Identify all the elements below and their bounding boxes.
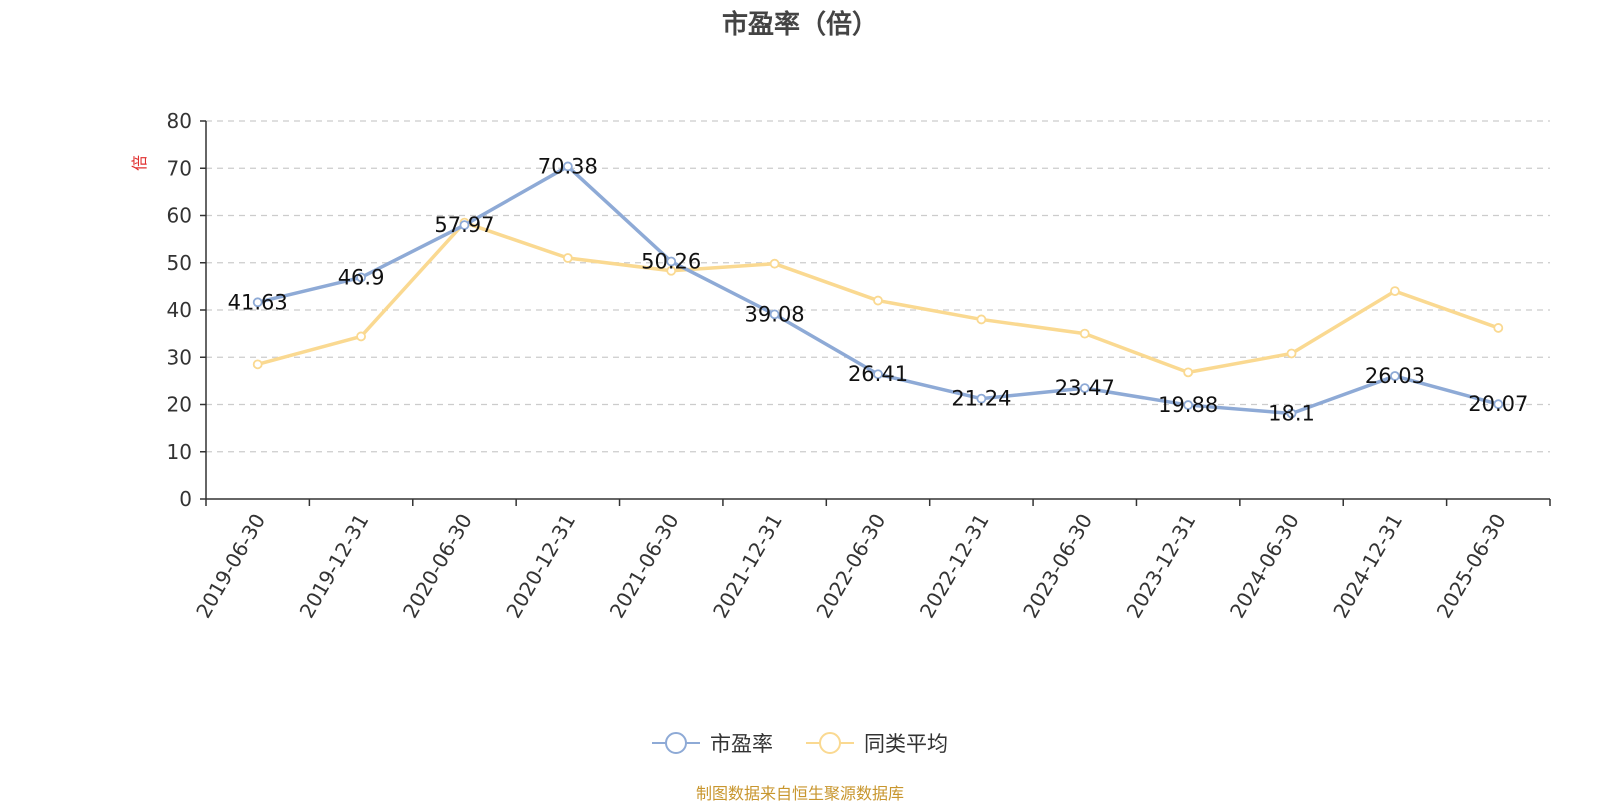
series-point-0 [1390,371,1400,381]
x-tick-label: 2020-12-31 [501,510,580,623]
y-tick-label: 10 [167,440,192,464]
data-label: 20.07 [1468,392,1528,416]
series-point-0 [1183,400,1194,410]
series-point-1 [252,359,263,370]
data-label: 26.03 [1365,364,1425,388]
legend-swatch-marker [665,732,687,754]
series-point-1 [976,314,987,325]
y-tick-label: 60 [167,204,192,228]
x-tick-label: 2025-06-30 [1432,510,1511,623]
x-tick-label: 2024-06-30 [1225,510,1304,623]
chart-title: 市盈率（倍） [721,10,878,40]
data-label: 57.97 [434,213,494,237]
x-tick-label: 2020-06-30 [398,510,477,623]
series-point-0 [1493,399,1504,410]
x-tick-label: 2022-06-30 [811,510,890,623]
series-point-1 [1286,348,1297,359]
series-point-1 [1390,286,1400,297]
series-point-1 [769,258,780,269]
x-tick-label: 2021-06-30 [605,510,684,623]
data-label: 21.24 [951,387,1011,411]
data-label: 19.88 [1158,393,1218,417]
series-point-0 [356,272,366,283]
y-axis-unit: 倍 [130,155,149,171]
y-tick-label: 30 [167,345,192,369]
legend-label: 同类平均 [864,732,948,756]
legend-swatch-marker [819,732,841,754]
x-tick-label: 2021-12-31 [708,510,787,623]
series-point-0 [666,256,677,267]
series-point-1 [1493,323,1504,333]
x-tick-label: 2019-12-31 [295,510,374,623]
series-point-0 [976,393,987,404]
y-tick-label: 40 [167,298,192,322]
series-point-0 [1079,383,1090,394]
data-label: 39.08 [745,302,805,326]
series-point-0 [459,220,470,230]
data-label: 46.9 [338,265,385,289]
source-note: 制图数据来自恒生聚源数据库 [695,784,904,803]
series-point-1 [356,331,366,342]
data-label: 41.63 [228,290,288,314]
legend-label: 市盈率 [710,732,773,756]
series-point-0 [1286,408,1297,419]
series-point-0 [562,161,573,172]
series-point-1 [562,253,573,263]
series-point-0 [769,309,780,320]
series-point-1 [666,265,677,276]
data-label: 18.1 [1268,401,1315,425]
y-tick-label: 50 [167,251,192,275]
x-tick-label: 2019-06-30 [191,510,270,623]
y-tick-label: 20 [167,393,192,417]
x-tick-label: 2023-12-31 [1122,510,1201,623]
x-tick-label: 2024-12-31 [1328,510,1407,623]
y-tick-label: 70 [167,156,192,180]
series-point-1 [1183,367,1194,378]
series-point-0 [252,297,263,308]
x-tick-label: 2022-12-31 [915,510,994,623]
data-label: 23.47 [1055,376,1115,400]
y-tick-label: 0 [179,487,192,511]
data-label: 70.38 [538,154,598,178]
data-label: 26.41 [848,362,908,386]
series-point-1 [1079,328,1090,339]
series-point-0 [873,369,883,380]
data-label: 50.26 [641,250,701,274]
series-point-1 [873,295,883,306]
y-tick-label: 80 [167,109,192,133]
x-tick-label: 2023-06-30 [1018,510,1097,623]
